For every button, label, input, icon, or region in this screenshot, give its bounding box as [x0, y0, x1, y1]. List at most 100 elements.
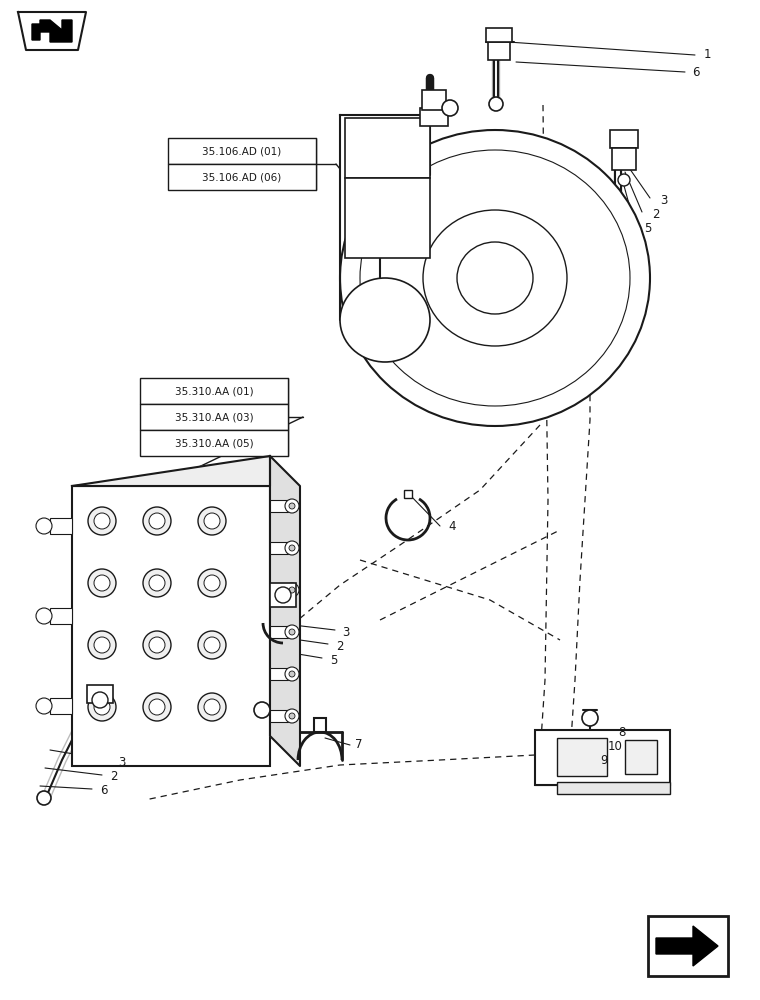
Bar	[557, 782, 670, 794]
Text: 2: 2	[336, 640, 344, 652]
Circle shape	[36, 698, 52, 714]
Text: 35.310.AA (01): 35.310.AA (01)	[175, 386, 253, 396]
Text: 1: 1	[704, 48, 711, 62]
Text: 6: 6	[692, 66, 699, 79]
Text: 4: 4	[448, 520, 455, 532]
Circle shape	[582, 710, 598, 726]
Circle shape	[37, 791, 51, 805]
Bar	[168, 164, 316, 190]
Polygon shape	[340, 115, 430, 320]
Text: 35.310.AA (05): 35.310.AA (05)	[175, 438, 253, 448]
Bar	[404, 490, 412, 498]
Ellipse shape	[340, 278, 430, 362]
Circle shape	[92, 692, 108, 708]
Text: 5: 5	[644, 222, 651, 234]
Circle shape	[204, 513, 220, 529]
Bar	[140, 430, 288, 456]
Bar	[270, 626, 288, 638]
Circle shape	[442, 100, 458, 116]
Bar	[270, 668, 288, 680]
Text: 8: 8	[618, 726, 625, 738]
Circle shape	[285, 709, 299, 723]
Text: 3: 3	[118, 756, 125, 768]
Bar	[314, 718, 326, 732]
Ellipse shape	[340, 130, 650, 426]
Text: 9: 9	[600, 754, 607, 766]
Ellipse shape	[360, 150, 630, 406]
Bar	[345, 118, 430, 178]
Text: 3: 3	[660, 194, 667, 207]
Polygon shape	[18, 12, 86, 50]
Circle shape	[198, 693, 226, 721]
Bar	[270, 542, 288, 554]
Text: 35.106.AD (06): 35.106.AD (06)	[202, 172, 282, 182]
Bar	[486, 28, 512, 42]
Polygon shape	[656, 926, 718, 966]
Polygon shape	[32, 20, 72, 42]
Circle shape	[289, 587, 295, 593]
Circle shape	[289, 671, 295, 677]
Bar	[557, 738, 607, 776]
Bar	[625, 740, 657, 774]
Circle shape	[94, 637, 110, 653]
Bar	[140, 378, 288, 404]
Bar	[610, 130, 638, 148]
Circle shape	[204, 637, 220, 653]
Circle shape	[94, 699, 110, 715]
Bar	[488, 42, 510, 60]
Text: 3: 3	[342, 626, 350, 639]
Circle shape	[88, 631, 116, 659]
Bar	[535, 730, 670, 785]
Bar	[270, 584, 288, 596]
Bar	[87, 685, 113, 703]
Circle shape	[618, 174, 630, 186]
Circle shape	[198, 631, 226, 659]
Circle shape	[88, 693, 116, 721]
Bar	[140, 404, 288, 430]
Ellipse shape	[457, 242, 533, 314]
Circle shape	[204, 699, 220, 715]
Circle shape	[143, 569, 171, 597]
Circle shape	[489, 97, 503, 111]
Polygon shape	[72, 456, 270, 486]
Circle shape	[149, 575, 165, 591]
Circle shape	[285, 541, 299, 555]
Bar	[345, 178, 430, 258]
Text: 2: 2	[652, 208, 660, 221]
Polygon shape	[270, 456, 300, 766]
Circle shape	[198, 569, 226, 597]
Circle shape	[88, 569, 116, 597]
Circle shape	[143, 507, 171, 535]
Circle shape	[88, 507, 116, 535]
Circle shape	[204, 575, 220, 591]
Circle shape	[285, 667, 299, 681]
Circle shape	[285, 499, 299, 513]
Circle shape	[149, 513, 165, 529]
Circle shape	[289, 503, 295, 509]
Circle shape	[36, 518, 52, 534]
Text: 10: 10	[608, 740, 623, 752]
Ellipse shape	[423, 210, 567, 346]
Text: 7: 7	[355, 738, 363, 752]
Bar	[50, 518, 72, 534]
Text: 5: 5	[330, 654, 337, 666]
Bar	[420, 108, 448, 126]
Circle shape	[289, 629, 295, 635]
Circle shape	[143, 693, 171, 721]
Circle shape	[143, 631, 171, 659]
Circle shape	[36, 608, 52, 624]
Text: 35.310.AA (03): 35.310.AA (03)	[175, 412, 253, 422]
Circle shape	[149, 699, 165, 715]
Circle shape	[289, 713, 295, 719]
Circle shape	[285, 583, 299, 597]
Circle shape	[254, 702, 270, 718]
Bar	[270, 583, 296, 607]
Text: 6: 6	[100, 784, 107, 796]
Bar	[50, 608, 72, 624]
Bar	[72, 486, 270, 766]
Bar	[50, 698, 72, 714]
Bar	[648, 916, 728, 976]
Circle shape	[289, 545, 295, 551]
Circle shape	[94, 513, 110, 529]
Bar	[270, 710, 288, 722]
